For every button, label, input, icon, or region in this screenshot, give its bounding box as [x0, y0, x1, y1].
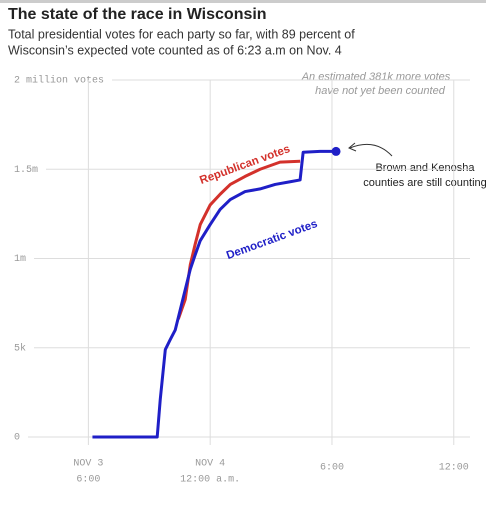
arrow-head [348, 142, 357, 152]
top-border [0, 0, 486, 3]
y-tick-label: 1.5m [14, 165, 38, 176]
x-tick-label: NOV 3 [73, 459, 103, 470]
y-tick-label: 2 million votes [14, 75, 104, 87]
x-tick-label: 12:00 a.m. [180, 475, 240, 486]
series-label: Democratic votes [225, 218, 319, 262]
y-tick-label: 5k [14, 342, 26, 354]
chart-subtitle: Total presidential votes for each party … [8, 27, 355, 41]
y-tick-label: 0 [14, 433, 20, 444]
annotation: Brown and Kenosha [375, 162, 475, 174]
annotation: have not yet been counted [315, 85, 446, 97]
x-tick-label: 6:00 [76, 475, 100, 486]
chart-subtitle: Wisconsin’s expected vote counted as of … [8, 43, 342, 57]
annotation-arrow [349, 143, 393, 157]
x-tick-label: 6:00 [320, 463, 344, 474]
x-tick-label: 12:00 [439, 463, 469, 474]
annotation: An estimated 381k more votes [301, 71, 451, 83]
annotation: counties are still counting [363, 177, 486, 189]
end-dot [331, 146, 341, 156]
series-line [92, 149, 337, 439]
y-tick-label: 1m [14, 254, 26, 265]
x-tick-label: NOV 4 [195, 459, 225, 470]
series-label: Republican votes [198, 143, 292, 187]
chart-title: The state of the race in Wisconsin [8, 6, 267, 23]
